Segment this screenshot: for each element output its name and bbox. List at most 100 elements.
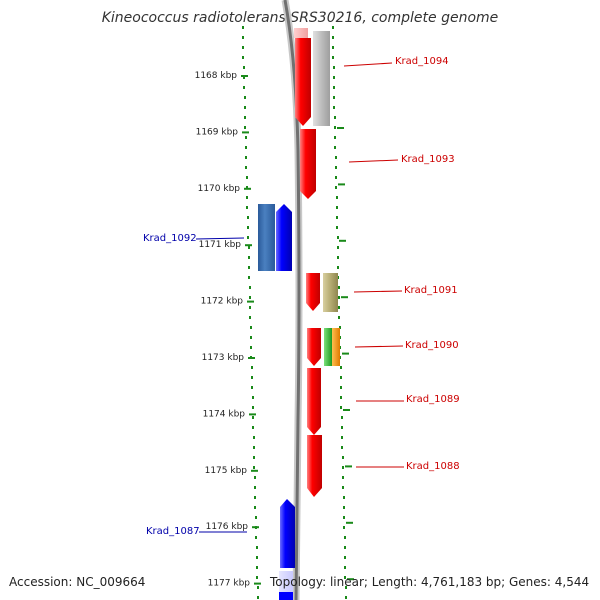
genome-summary: Topology: linear; Length: 4,761,183 bp; … <box>270 575 590 589</box>
track-dot <box>253 466 255 469</box>
gene-arrow-top-faded[interactable] <box>294 28 308 38</box>
scale-label: 1173 kbp <box>202 353 245 363</box>
scale-tick-right <box>345 465 352 468</box>
gene-box-krad-1090-homolog-green[interactable] <box>324 328 332 366</box>
track-dot <box>337 256 339 259</box>
scale-label: 1172 kbp <box>201 297 244 307</box>
track-dot <box>337 266 339 269</box>
track-dot <box>255 516 257 519</box>
track-dot <box>252 426 254 429</box>
track-dot <box>253 456 255 459</box>
track-dot <box>253 446 255 449</box>
track-dot <box>341 416 343 419</box>
track-dot <box>340 386 342 389</box>
track-dot <box>340 366 342 369</box>
track-dot <box>252 396 254 399</box>
scale-label: 1171 kbp <box>199 240 242 250</box>
track-dot <box>242 46 244 49</box>
scale-label: 1170 kbp <box>198 184 241 194</box>
gene-label-krad-1087[interactable]: Krad_1087 <box>146 526 200 537</box>
scale-tick <box>251 469 258 472</box>
scale-tick <box>248 357 255 359</box>
track-dot <box>248 266 250 269</box>
genome-backbone-core <box>283 0 301 600</box>
track-dot <box>257 586 259 589</box>
gene-label-krad-1089[interactable]: Krad_1089 <box>406 394 460 405</box>
scale-tick <box>241 75 248 77</box>
gene-label-krad-1094[interactable]: Krad_1094 <box>395 56 449 67</box>
gene-arrow-krad-1087[interactable] <box>280 499 295 568</box>
gene-arrow-krad-1092[interactable] <box>276 204 292 271</box>
gene-label-krad-1093[interactable]: Krad_1093 <box>401 154 455 165</box>
track-dot <box>335 156 337 159</box>
track-dot <box>242 56 244 59</box>
track-dot <box>341 426 343 429</box>
track-dot <box>337 246 339 249</box>
scale-tick-right <box>337 127 344 129</box>
track-dot <box>342 486 344 489</box>
scale-label: 1169 kbp <box>196 127 239 137</box>
gene-label-krad-1088[interactable]: Krad_1088 <box>406 461 460 472</box>
gene-label-krad-1090[interactable]: Krad_1090 <box>405 340 459 351</box>
track-dot <box>338 306 340 309</box>
track-dot <box>248 246 250 249</box>
track-dot <box>254 506 256 509</box>
gene-box-krad-1092-homolog[interactable] <box>258 204 275 271</box>
track-dot <box>255 536 257 539</box>
gene-box-krad-1094-homolog[interactable] <box>313 31 330 126</box>
track-dot <box>342 476 344 479</box>
track-dot <box>332 26 334 29</box>
gene-arrow-krad-1089[interactable] <box>307 368 321 435</box>
track-dot <box>333 106 335 109</box>
track-dot <box>340 376 342 379</box>
map-title: Kineococcus radiotolerans SRS30216, comp… <box>101 10 499 26</box>
track-dot <box>342 466 344 469</box>
gene-label-krad-1092[interactable]: Krad_1092 <box>143 233 197 244</box>
gene-box-krad-1091-homolog[interactable] <box>323 273 338 312</box>
scale-tick <box>249 413 256 416</box>
gene-arrow-krad-1091[interactable] <box>306 273 320 311</box>
gene-labels: Krad_1094 Krad_1093 Krad_1092 Krad_1091 Krad… <box>143 56 460 537</box>
track-dot <box>336 216 338 219</box>
track-dot <box>245 136 247 139</box>
track-dot <box>245 146 247 149</box>
gene-arrow-krad-1090[interactable] <box>307 328 321 366</box>
gene-arrow-bottom-blue[interactable] <box>279 592 293 600</box>
right-dotted-track <box>332 26 347 599</box>
track-dot <box>246 206 248 209</box>
track-dot <box>248 256 250 259</box>
gene-box-krad-1090-homolog-orange[interactable] <box>332 328 340 366</box>
scale-tick-right <box>339 239 346 242</box>
track-dot <box>257 596 259 599</box>
gene-arrow-krad-1094[interactable] <box>295 38 311 126</box>
gene-arrow-krad-1093[interactable] <box>300 129 316 199</box>
track-dot <box>334 146 336 149</box>
scale-tick <box>242 131 249 134</box>
track-dot <box>340 406 342 409</box>
track-dot <box>244 96 246 99</box>
track-dot <box>247 216 249 219</box>
track-dot <box>243 66 245 69</box>
gene-arrow-krad-1088[interactable] <box>307 435 322 497</box>
track-dot <box>256 566 258 569</box>
track-dot <box>248 276 250 279</box>
track-dot <box>338 286 340 289</box>
track-dot <box>333 76 335 79</box>
left-dotted-track <box>242 26 259 599</box>
track-dot <box>337 236 339 239</box>
track-dot <box>244 106 246 109</box>
track-dot <box>243 86 245 89</box>
track-dot <box>254 476 256 479</box>
accession-label: Accession: NC_009664 <box>9 575 146 589</box>
track-dot <box>256 576 258 579</box>
track-dot <box>256 556 258 559</box>
track-dot <box>333 66 335 69</box>
scale-tick-right <box>341 296 348 299</box>
gene-label-krad-1091[interactable]: Krad_1091 <box>404 285 458 296</box>
track-dot <box>251 386 253 389</box>
track-dot <box>344 536 346 539</box>
track-dot <box>251 366 253 369</box>
track-dot <box>246 196 248 199</box>
